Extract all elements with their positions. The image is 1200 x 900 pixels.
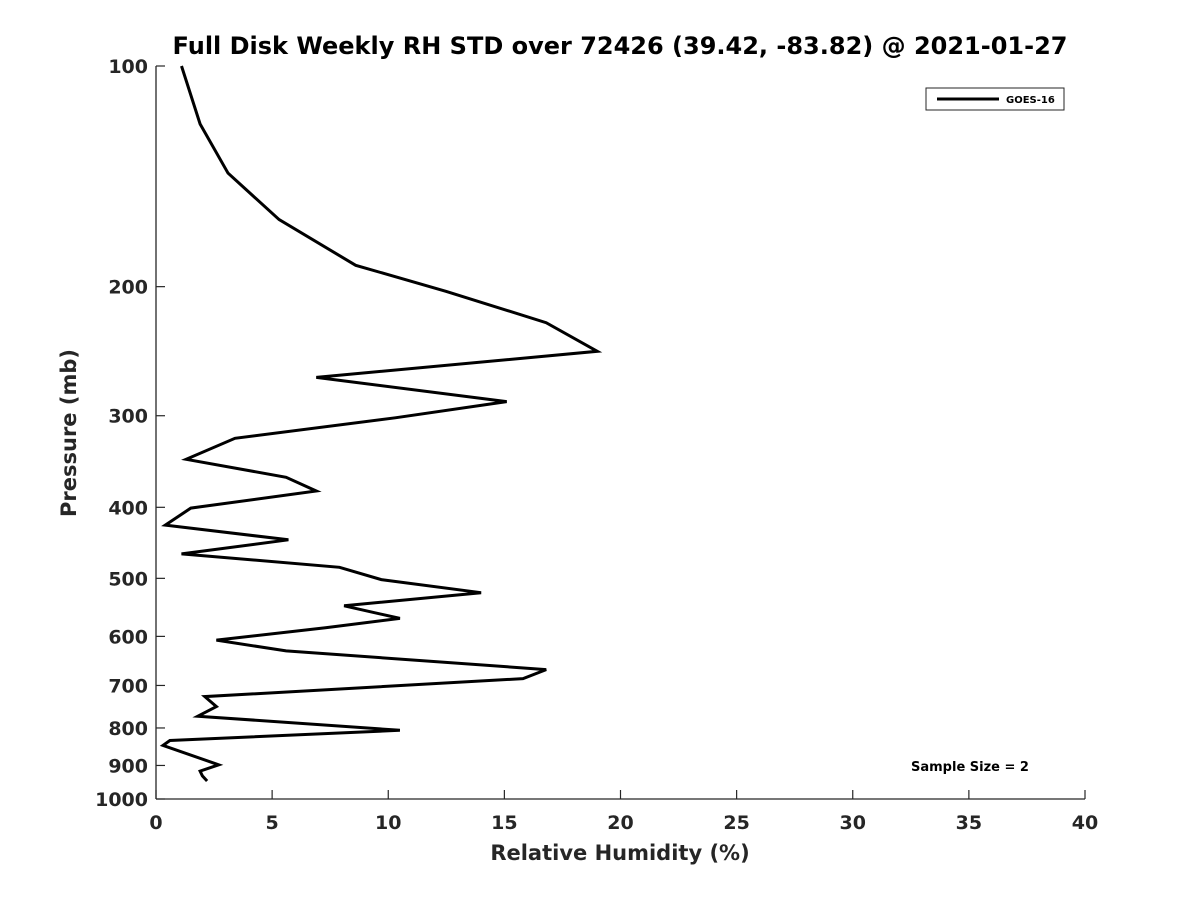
y-axis-title: Pressure (mb) <box>57 349 81 517</box>
x-tick-label: 35 <box>956 812 982 834</box>
y-tick-label: 700 <box>108 675 148 697</box>
chart-title: Full Disk Weekly RH STD over 72426 (39.4… <box>173 32 1068 60</box>
y-tick-label: 500 <box>108 568 148 590</box>
legend-label-goes-16: GOES-16 <box>1006 95 1055 106</box>
y-tick-label: 900 <box>108 755 148 777</box>
x-tick-label: 40 <box>1072 812 1098 834</box>
series-layer <box>159 65 603 783</box>
x-tick-label: 15 <box>491 812 517 834</box>
y-tick-label: 600 <box>108 626 148 648</box>
y-tick-label: 400 <box>108 497 148 519</box>
series-line-goes-16 <box>159 65 603 783</box>
y-axis-ticks: 100 200 300 400 500 600 700 800 900 1000 <box>95 56 165 811</box>
y-tick-label: 800 <box>108 718 148 740</box>
x-tick-label: 5 <box>266 812 279 834</box>
x-tick-label: 0 <box>149 812 162 834</box>
y-tick-label: 1000 <box>95 789 148 811</box>
y-tick-label: 300 <box>108 406 148 428</box>
y-tick-label: 200 <box>108 277 148 299</box>
x-axis-ticks: 0 5 10 15 20 25 30 35 40 <box>149 790 1098 834</box>
legend: GOES-16 <box>925 87 1065 111</box>
sample-size-annotation: Sample Size = 2 <box>911 760 1029 775</box>
x-axis-title: Relative Humidity (%) <box>490 841 749 865</box>
x-tick-label: 30 <box>840 812 866 834</box>
x-tick-label: 20 <box>607 812 633 834</box>
y-tick-label: 100 <box>108 56 148 78</box>
x-tick-label: 10 <box>375 812 401 834</box>
x-tick-label: 25 <box>723 812 749 834</box>
